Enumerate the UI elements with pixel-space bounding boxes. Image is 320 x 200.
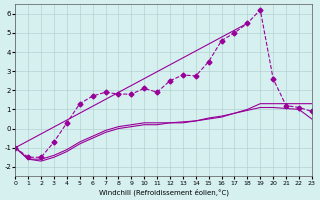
X-axis label: Windchill (Refroidissement éolien,°C): Windchill (Refroidissement éolien,°C) [99, 188, 228, 196]
